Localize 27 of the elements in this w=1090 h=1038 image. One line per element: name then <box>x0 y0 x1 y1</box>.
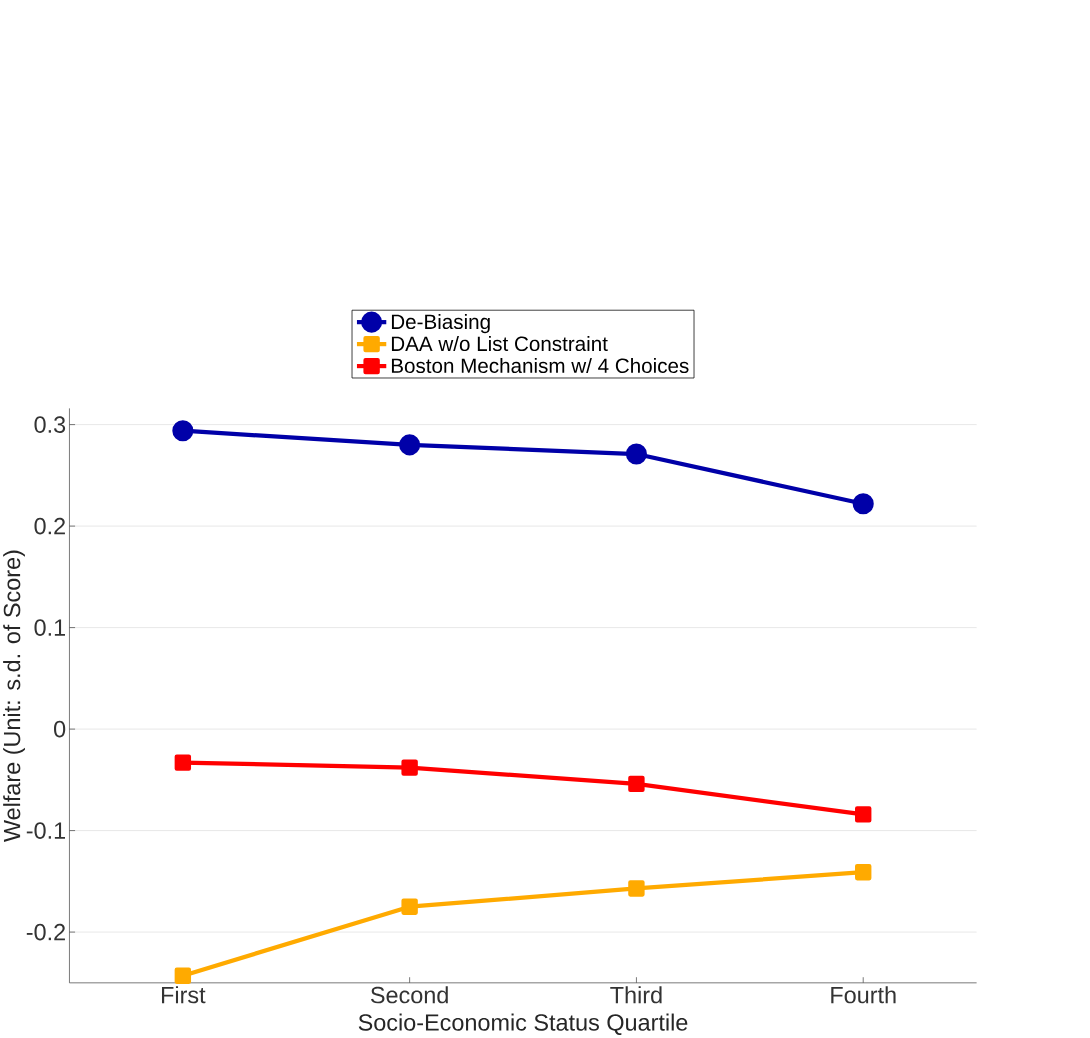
x-axis-title: Socio-Economic Status Quartile <box>358 1013 688 1035</box>
point <box>401 898 418 915</box>
point <box>174 754 192 771</box>
point <box>628 775 645 793</box>
x-tick-label: Third <box>610 986 662 1004</box>
point <box>172 420 194 442</box>
y-tick-label: 0.3 <box>34 416 66 433</box>
y-axis-title: Welfare (Unit: s.d. of Score) <box>3 550 25 842</box>
point <box>401 759 418 776</box>
point <box>855 863 872 881</box>
point <box>399 434 421 456</box>
point <box>628 880 645 897</box>
legend-label: DAA w/o List Constraint <box>391 335 608 352</box>
x-tick-label: Fourth <box>831 986 896 1004</box>
x-tick-label: Second <box>370 986 448 1004</box>
point <box>174 967 192 984</box>
y-tick-label: 0.1 <box>34 619 65 636</box>
legend-label: Boston Mechanism w/ 4 Choices <box>391 357 689 374</box>
x-tick-label: First <box>162 986 206 1004</box>
y-tick-label: 0.2 <box>34 517 65 535</box>
point <box>852 493 874 515</box>
y-tick-label: -0.2 <box>26 923 65 941</box>
point <box>855 806 872 823</box>
y-tick-label: -0.1 <box>26 822 65 839</box>
y-tick-label: 0 <box>54 720 66 738</box>
legend-label: De-Biasing <box>391 313 490 334</box>
point <box>625 443 647 465</box>
